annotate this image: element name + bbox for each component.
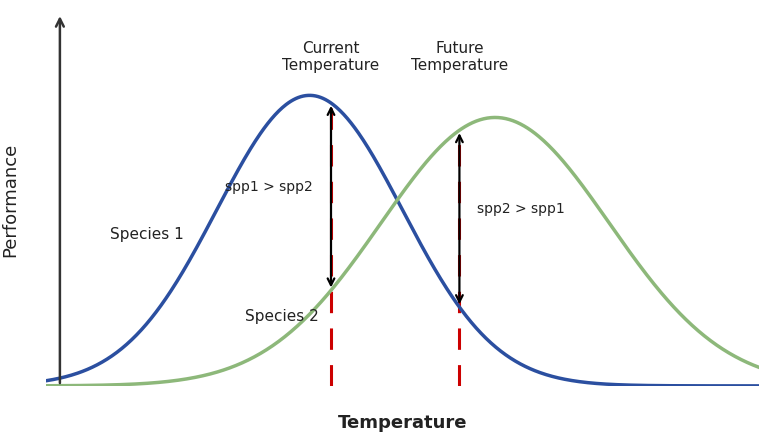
Text: Current
Temperature: Current Temperature: [283, 41, 380, 73]
Text: spp2 > spp1: spp2 > spp1: [477, 202, 565, 216]
Text: Performance: Performance: [1, 143, 19, 257]
Text: Species 1: Species 1: [110, 227, 184, 242]
Text: Species 2: Species 2: [245, 309, 319, 324]
Text: Future
Temperature: Future Temperature: [411, 41, 508, 73]
Text: spp1 > spp2: spp1 > spp2: [225, 180, 313, 194]
Text: Temperature: Temperature: [338, 414, 467, 433]
